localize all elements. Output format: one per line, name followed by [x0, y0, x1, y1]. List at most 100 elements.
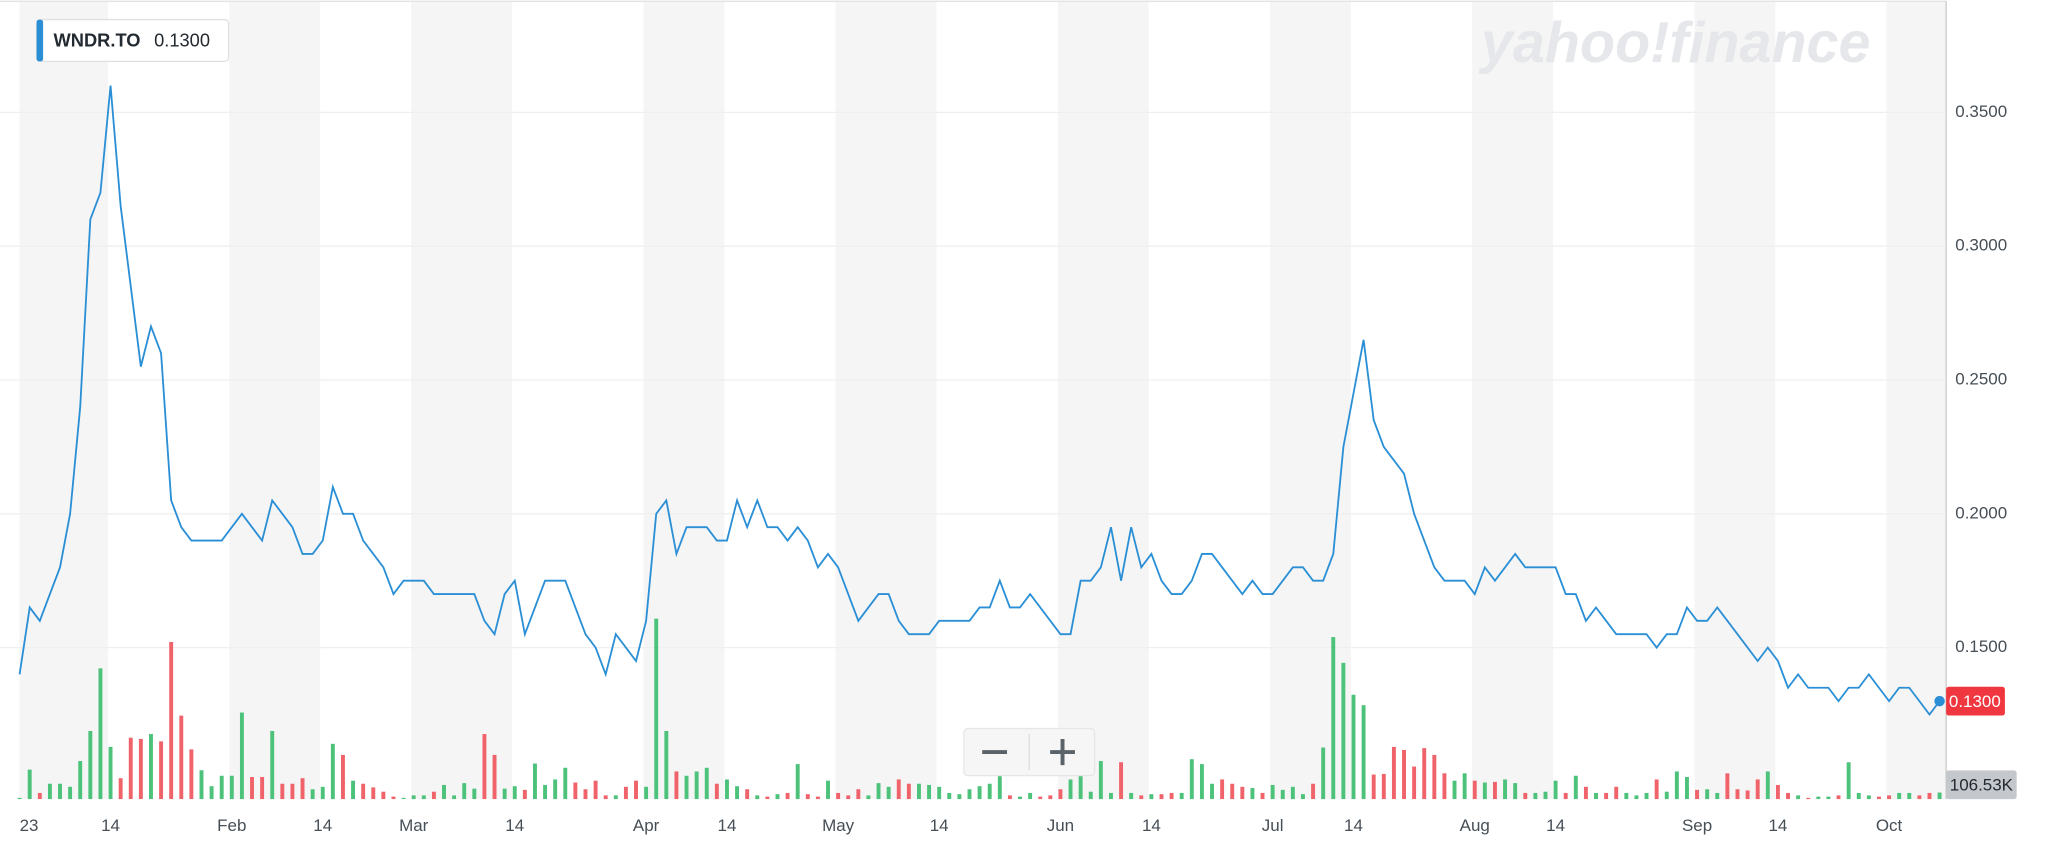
volume-tag-label: 106.53K — [1950, 776, 2014, 795]
price-line — [18, 85, 1941, 717]
volume-bar — [371, 787, 376, 800]
volume-bar — [361, 783, 366, 800]
volume-bar — [674, 771, 679, 800]
volume-bar — [492, 754, 497, 800]
volume-bar — [58, 783, 62, 800]
volume-bar — [1513, 783, 1518, 800]
legend-swatch — [36, 19, 44, 62]
volume-bar — [78, 761, 83, 800]
x-tick-label: May — [822, 816, 855, 835]
volume-bar — [1634, 795, 1639, 800]
volume-bar — [866, 795, 871, 800]
month-band — [835, 1, 937, 800]
volume-bar — [209, 786, 214, 800]
volume-bar — [199, 770, 204, 800]
volume-bar — [896, 779, 901, 800]
x-tick-label: Feb — [217, 816, 246, 835]
volume-bar — [977, 786, 982, 800]
volume-bar — [1391, 746, 1396, 800]
volume-bar — [1786, 792, 1790, 800]
volume-bar — [1705, 789, 1710, 800]
volume-bar — [229, 775, 234, 800]
month-band — [1270, 1, 1351, 800]
volume-bar — [1674, 771, 1679, 800]
volume-bar — [644, 786, 649, 800]
volume-bar — [381, 791, 386, 800]
volume-bar — [1796, 795, 1801, 800]
volume-bar — [189, 749, 194, 800]
volume-bar — [1937, 792, 1942, 800]
volume-bar — [927, 784, 932, 800]
x-tick-label: Jul — [1262, 816, 1284, 835]
volume-bar — [1149, 794, 1154, 800]
volume-bar — [1159, 794, 1164, 800]
month-band — [19, 1, 108, 800]
x-tick-label: 14 — [1768, 816, 1787, 835]
volume-bar — [1290, 786, 1295, 800]
month-band — [229, 1, 321, 800]
x-tick-label: 14 — [930, 816, 949, 835]
price-tag — [1946, 686, 2005, 716]
volume-bar — [1533, 792, 1538, 800]
volume-bar — [714, 783, 719, 800]
x-tick-label: Mar — [399, 816, 429, 835]
zoom-out-button[interactable] — [967, 731, 1027, 773]
month-band — [1886, 1, 1947, 800]
volume-bar — [947, 792, 952, 800]
legend-price: 0.1300 — [154, 30, 210, 51]
volume-bar — [846, 795, 851, 800]
volume-bar — [1654, 779, 1659, 800]
month-band — [1472, 1, 1553, 800]
volume-bar — [1735, 789, 1740, 800]
volume-bar — [250, 776, 254, 800]
volume-bar — [138, 738, 143, 800]
volume-bar — [320, 786, 325, 800]
volume-bar — [169, 641, 174, 800]
volume-bar — [694, 771, 699, 800]
volume-bar — [573, 782, 578, 800]
volume-bar — [583, 789, 588, 800]
volume-bar — [876, 783, 881, 800]
axis-labels: 0.1500 0.2000 0.2500 0.3000 0.3500 23 14 Feb 14 M… — [20, 102, 2008, 835]
y-tick-label: 0.2000 — [1955, 503, 2007, 522]
volume-bar — [88, 730, 93, 800]
volume-bar — [1169, 792, 1174, 800]
volume-bar — [1250, 788, 1255, 800]
volume-bar — [1220, 779, 1225, 800]
volume-bar — [27, 769, 32, 800]
volume-bar — [1563, 792, 1568, 800]
volume-bar — [1907, 792, 1912, 800]
x-tick-label: 23 — [20, 816, 39, 835]
volume-bar — [1432, 754, 1437, 800]
volume-bar — [1583, 786, 1588, 800]
zoom-in-button[interactable] — [1032, 731, 1092, 773]
volume-bar — [98, 668, 103, 800]
volume-bar — [1381, 773, 1386, 800]
volume-bar — [1594, 792, 1598, 800]
volume-bar — [431, 791, 436, 800]
last-point — [1934, 695, 1945, 707]
volume-bar — [1038, 796, 1043, 800]
volume-bar — [310, 789, 315, 800]
volume-bar — [452, 795, 457, 800]
legend: WNDR.TO 0.1300 — [35, 18, 230, 63]
volume-bar — [1816, 796, 1821, 800]
volume-bar — [1452, 780, 1457, 800]
volume-bar — [917, 783, 921, 800]
volume-bar — [543, 784, 548, 800]
volume-bar — [997, 774, 1002, 800]
y-tick-label: 0.3000 — [1955, 236, 2007, 255]
volume-bar — [1351, 694, 1356, 800]
volume-bar — [886, 786, 891, 800]
volume-bar — [1836, 795, 1841, 800]
volume-bar — [1503, 779, 1508, 800]
volume-bar — [826, 780, 830, 800]
volume-bar — [1493, 781, 1497, 800]
volume-bar — [795, 764, 800, 800]
volume-bar — [725, 779, 729, 800]
volume-bar — [1877, 796, 1881, 800]
volume-bar — [1755, 779, 1760, 800]
volume-bar — [522, 789, 527, 800]
volume-bar — [613, 795, 618, 800]
